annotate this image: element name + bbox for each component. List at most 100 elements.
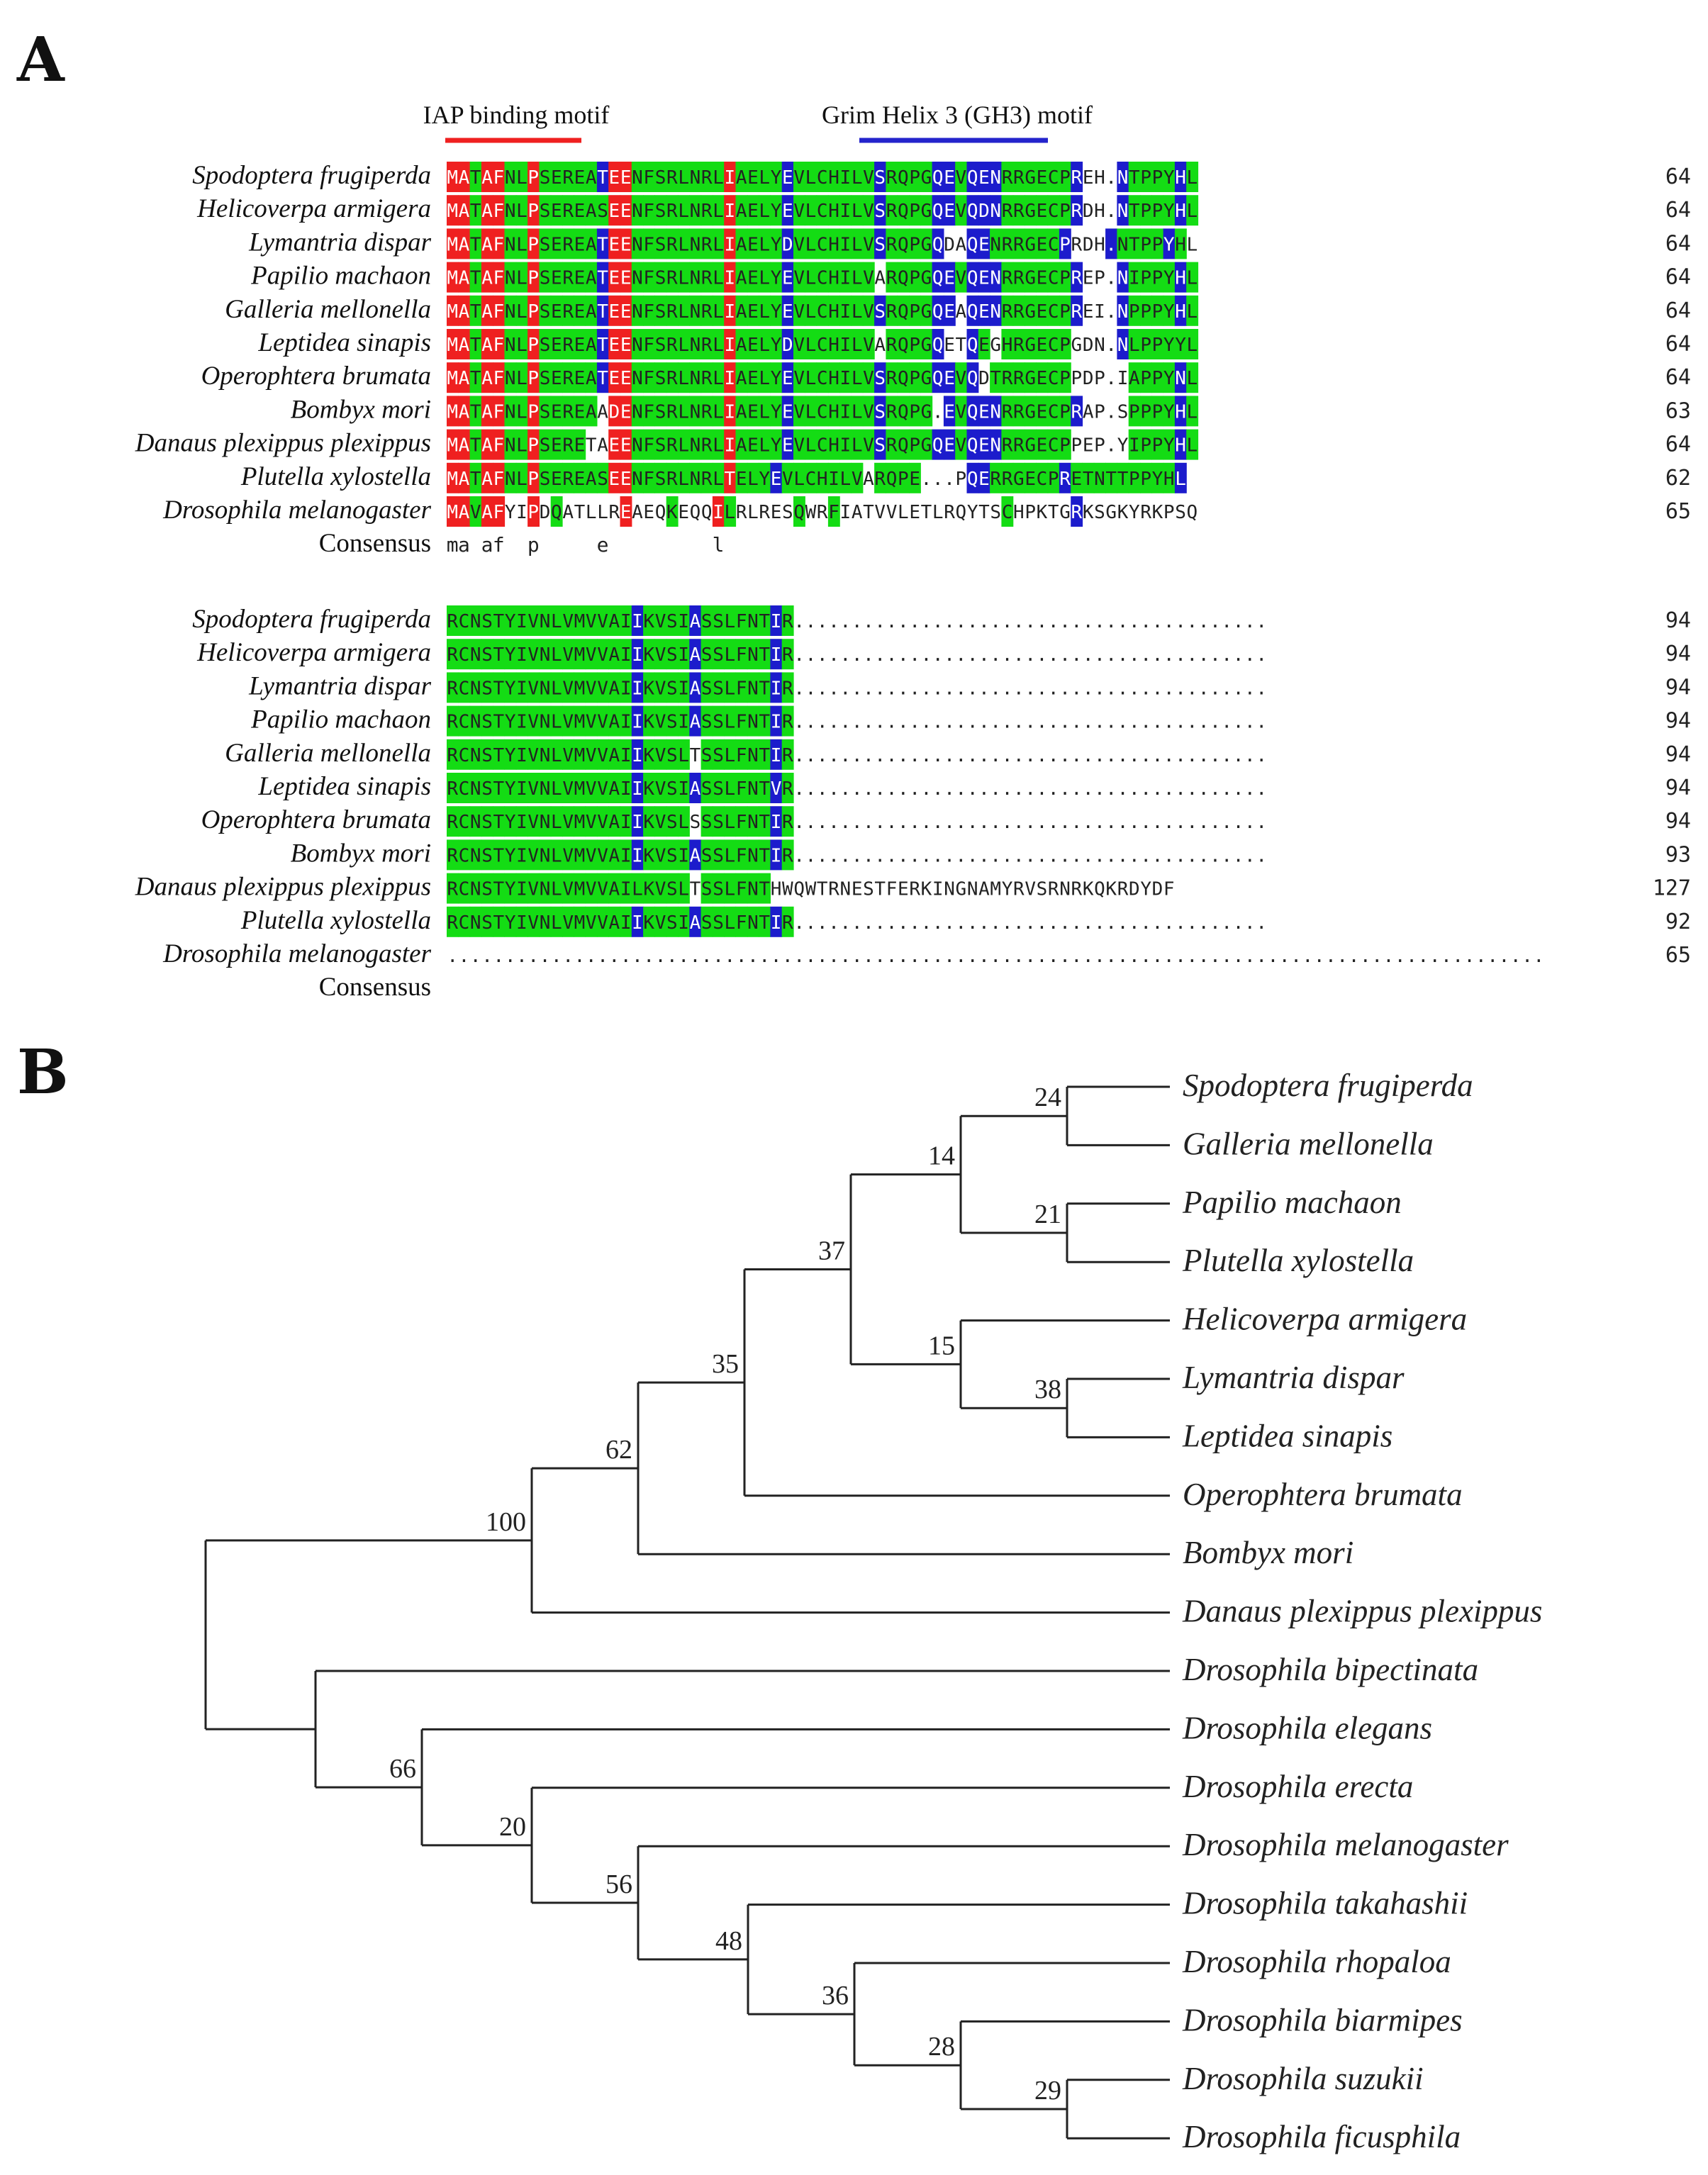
residue: R bbox=[1013, 201, 1025, 222]
residue: E bbox=[551, 201, 562, 222]
residue-shade bbox=[735, 162, 748, 192]
bootstrap-value: 48 bbox=[715, 1926, 742, 1956]
residue-shade bbox=[943, 195, 956, 226]
residue: A bbox=[459, 167, 470, 189]
residue-shade bbox=[643, 162, 655, 192]
residue-shade bbox=[966, 195, 979, 226]
tree-leaf-label: Plutella xylostella bbox=[1182, 1243, 1414, 1278]
residue: E bbox=[574, 268, 586, 289]
residue-shade bbox=[816, 228, 829, 259]
residue-shade bbox=[574, 262, 586, 293]
bootstrap-value: 29 bbox=[1034, 2076, 1061, 2106]
residue: A bbox=[459, 268, 470, 289]
residue: L bbox=[713, 268, 724, 289]
residue: A bbox=[481, 234, 493, 255]
residue: L bbox=[805, 234, 817, 255]
residue: S bbox=[874, 201, 886, 222]
residue-shade bbox=[689, 195, 702, 226]
residue-shade bbox=[1001, 262, 1014, 293]
residue-shade bbox=[955, 262, 968, 293]
residue-shade bbox=[700, 228, 713, 259]
residue-shade bbox=[874, 195, 886, 226]
residue-shade bbox=[539, 195, 552, 226]
residue: E bbox=[1037, 268, 1048, 289]
residue-shade bbox=[816, 195, 829, 226]
residue-shade bbox=[897, 228, 910, 259]
residue-shade bbox=[851, 195, 864, 226]
residue-shade bbox=[1163, 228, 1176, 259]
residue-shade bbox=[1059, 162, 1071, 192]
residue-shade bbox=[759, 228, 771, 259]
residue-shade bbox=[1025, 228, 1037, 259]
residue: Q bbox=[967, 201, 978, 222]
residue: I bbox=[840, 234, 852, 255]
residue: P bbox=[528, 201, 539, 222]
residue: E bbox=[1037, 167, 1048, 189]
residue-shade bbox=[862, 228, 875, 259]
residue-shade bbox=[920, 228, 933, 259]
residue: L bbox=[852, 201, 863, 222]
residue: R bbox=[886, 268, 898, 289]
species-name: Spodoptera frugiperda bbox=[192, 161, 431, 190]
residue: E bbox=[1037, 201, 1048, 222]
residue: P bbox=[1140, 201, 1151, 222]
residue: L bbox=[1187, 201, 1198, 222]
residue-shade bbox=[666, 162, 679, 192]
residue-shade bbox=[1036, 262, 1049, 293]
residue-shade bbox=[805, 228, 817, 259]
residue-shade bbox=[1036, 195, 1049, 226]
residue-shade bbox=[620, 162, 632, 192]
residue-shade bbox=[539, 228, 552, 259]
residue: M bbox=[447, 167, 458, 189]
residue: H bbox=[1175, 234, 1186, 255]
residue: G bbox=[1025, 201, 1036, 222]
tree-branches bbox=[204, 1085, 1170, 2140]
residue: V bbox=[793, 268, 805, 289]
residue-shade bbox=[712, 195, 725, 226]
residue: R bbox=[666, 167, 678, 189]
residue: N bbox=[632, 167, 643, 189]
residue: Q bbox=[932, 234, 944, 255]
residue-shade bbox=[1140, 228, 1152, 259]
residue: P bbox=[909, 234, 920, 255]
residue-shade bbox=[735, 195, 748, 226]
residue: L bbox=[516, 234, 528, 255]
residue-shade bbox=[1012, 262, 1025, 293]
residue: R bbox=[701, 167, 713, 189]
residue: N bbox=[632, 268, 643, 289]
residue: R bbox=[666, 201, 678, 222]
tree-leaf-label: Drosophila bipectinata bbox=[1182, 1652, 1478, 1687]
residue: V bbox=[956, 268, 967, 289]
residue: N bbox=[505, 167, 516, 189]
residue: P bbox=[528, 268, 539, 289]
residue-count: 64 bbox=[1665, 164, 1691, 189]
tree-leaf-label: Galleria mellonella bbox=[1183, 1126, 1434, 1161]
residue-shade bbox=[747, 262, 759, 293]
residue: H bbox=[828, 268, 839, 289]
iap-motif-label: IAP binding motif bbox=[423, 101, 610, 129]
residue-shade bbox=[816, 162, 829, 192]
residue-shade bbox=[712, 262, 725, 293]
residue-shade bbox=[481, 228, 493, 259]
residue: F bbox=[493, 268, 505, 289]
residue: L bbox=[678, 167, 689, 189]
residue-shade bbox=[1186, 195, 1199, 226]
residue: Q bbox=[898, 268, 909, 289]
residue-shade bbox=[608, 195, 621, 226]
residue-shade bbox=[1047, 228, 1060, 259]
residue-shade bbox=[770, 262, 783, 293]
residue: H bbox=[1094, 201, 1105, 222]
residue-shade bbox=[966, 162, 979, 192]
residue: N bbox=[632, 201, 643, 222]
residue-shade bbox=[1163, 195, 1176, 226]
residue: I bbox=[725, 201, 736, 222]
residue-shade bbox=[978, 195, 990, 226]
tree-leaf-label: Drosophila erecta bbox=[1182, 1769, 1413, 1804]
residue-shade bbox=[689, 228, 702, 259]
residue-shade bbox=[596, 262, 609, 293]
residue: R bbox=[701, 201, 713, 222]
residue-shade bbox=[447, 228, 459, 259]
residue-shade bbox=[759, 262, 771, 293]
residue: I bbox=[725, 167, 736, 189]
residue: E bbox=[609, 234, 620, 255]
